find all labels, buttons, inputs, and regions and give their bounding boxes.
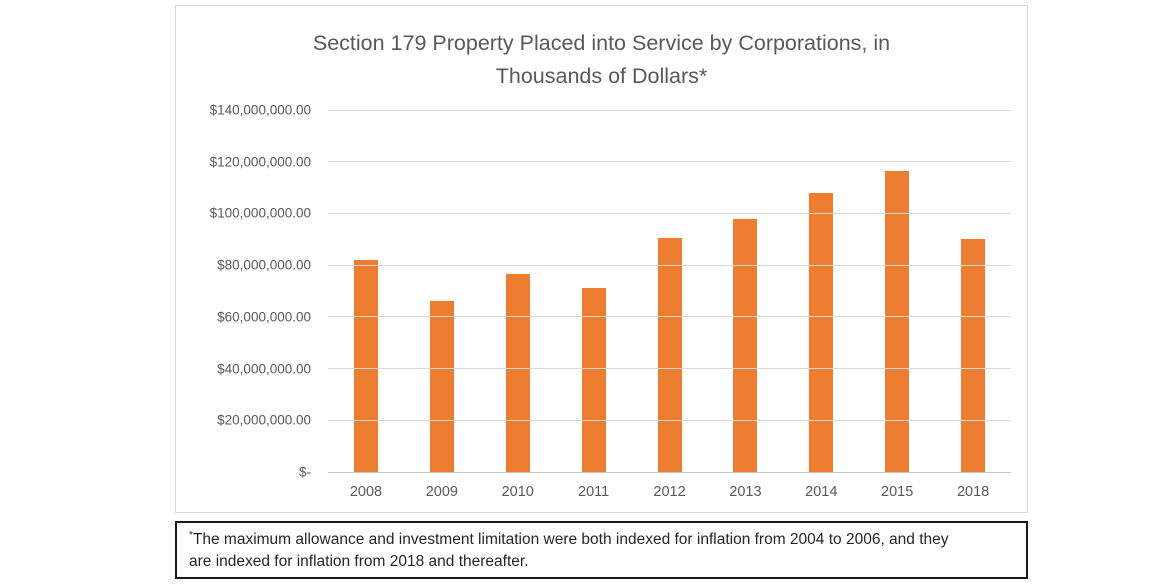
x-axis-tick-label: 2010 — [501, 484, 534, 500]
y-axis-tick-label: $40,000,000.00 — [217, 361, 311, 377]
gridline — [328, 368, 1011, 370]
bar-2014 — [809, 192, 834, 472]
y-axis-tick-label: $20,000,000.00 — [217, 412, 311, 428]
gridline — [328, 264, 1011, 266]
bars — [328, 110, 1011, 472]
footnote-box: *The maximum allowance and investment li… — [175, 521, 1028, 579]
x-axis-tick-label: 2008 — [349, 484, 383, 500]
y-axis-tick-label: $100,000,000.00 — [209, 205, 311, 221]
chart-panel: Section 179 Property Placed into Service… — [175, 5, 1028, 513]
y-axis-tick-label: $140,000,000.00 — [209, 102, 311, 118]
bar-slot — [556, 110, 632, 472]
bar-2013 — [733, 218, 758, 472]
y-axis-tick-label: $60,000,000.00 — [217, 309, 311, 325]
bar-2008 — [353, 259, 378, 472]
x-axis-tick-label: 2015 — [881, 484, 914, 500]
footnote-body: The maximum allowance and investment lim… — [189, 531, 949, 570]
bar-2009 — [429, 301, 454, 472]
x-axis-tick-label: 2012 — [653, 484, 686, 500]
x-axis-tick-label: 2009 — [425, 484, 458, 500]
x-axis: 2008 2009 2010 2011 2012 2013 2014 2015 2018 — [328, 481, 1011, 503]
bar-2011 — [581, 288, 606, 472]
bar-slot — [707, 110, 783, 472]
footnote-asterisk: * — [189, 529, 193, 541]
x-axis-tick-label: 2011 — [578, 484, 610, 500]
bar-slot — [632, 110, 708, 472]
chart-title-line-1: Section 179 Property Placed into Service… — [312, 31, 891, 55]
x-axis-tick-label: 2013 — [729, 484, 762, 500]
chart-title-line-2: Thousands of Dollars* — [495, 64, 708, 88]
bar-slot — [859, 110, 935, 472]
y-axis-tick-label: $- — [298, 464, 311, 480]
gridline — [328, 161, 1011, 163]
bar-slot — [783, 110, 859, 472]
x-axis-tick-label: 2014 — [805, 484, 838, 500]
plot-area — [328, 109, 1011, 473]
bar-2010 — [505, 274, 530, 472]
chart-title: Section 179 Property Placed into Service… — [176, 27, 1027, 93]
x-axis-tick-label: 2018 — [956, 484, 990, 500]
bar-2015 — [885, 170, 910, 472]
x-axis-line — [328, 472, 1011, 473]
gridline — [328, 109, 1011, 111]
y-axis-tick-label: $80,000,000.00 — [217, 257, 311, 273]
y-axis: $140,000,000.00 $120,000,000.00 $100,000,0… — [176, 103, 311, 480]
y-axis-tick-label: $120,000,000.00 — [209, 154, 311, 170]
gridline — [328, 316, 1011, 318]
bar-2012 — [657, 238, 682, 472]
gridline — [328, 419, 1011, 421]
gridline — [328, 212, 1011, 214]
bar-slot — [480, 110, 556, 472]
bar-slot — [935, 110, 1011, 472]
footnote-text: *The maximum allowance and investment li… — [189, 529, 969, 573]
bar-2018 — [961, 239, 986, 472]
bar-slot — [328, 110, 404, 472]
bar-slot — [404, 110, 480, 472]
